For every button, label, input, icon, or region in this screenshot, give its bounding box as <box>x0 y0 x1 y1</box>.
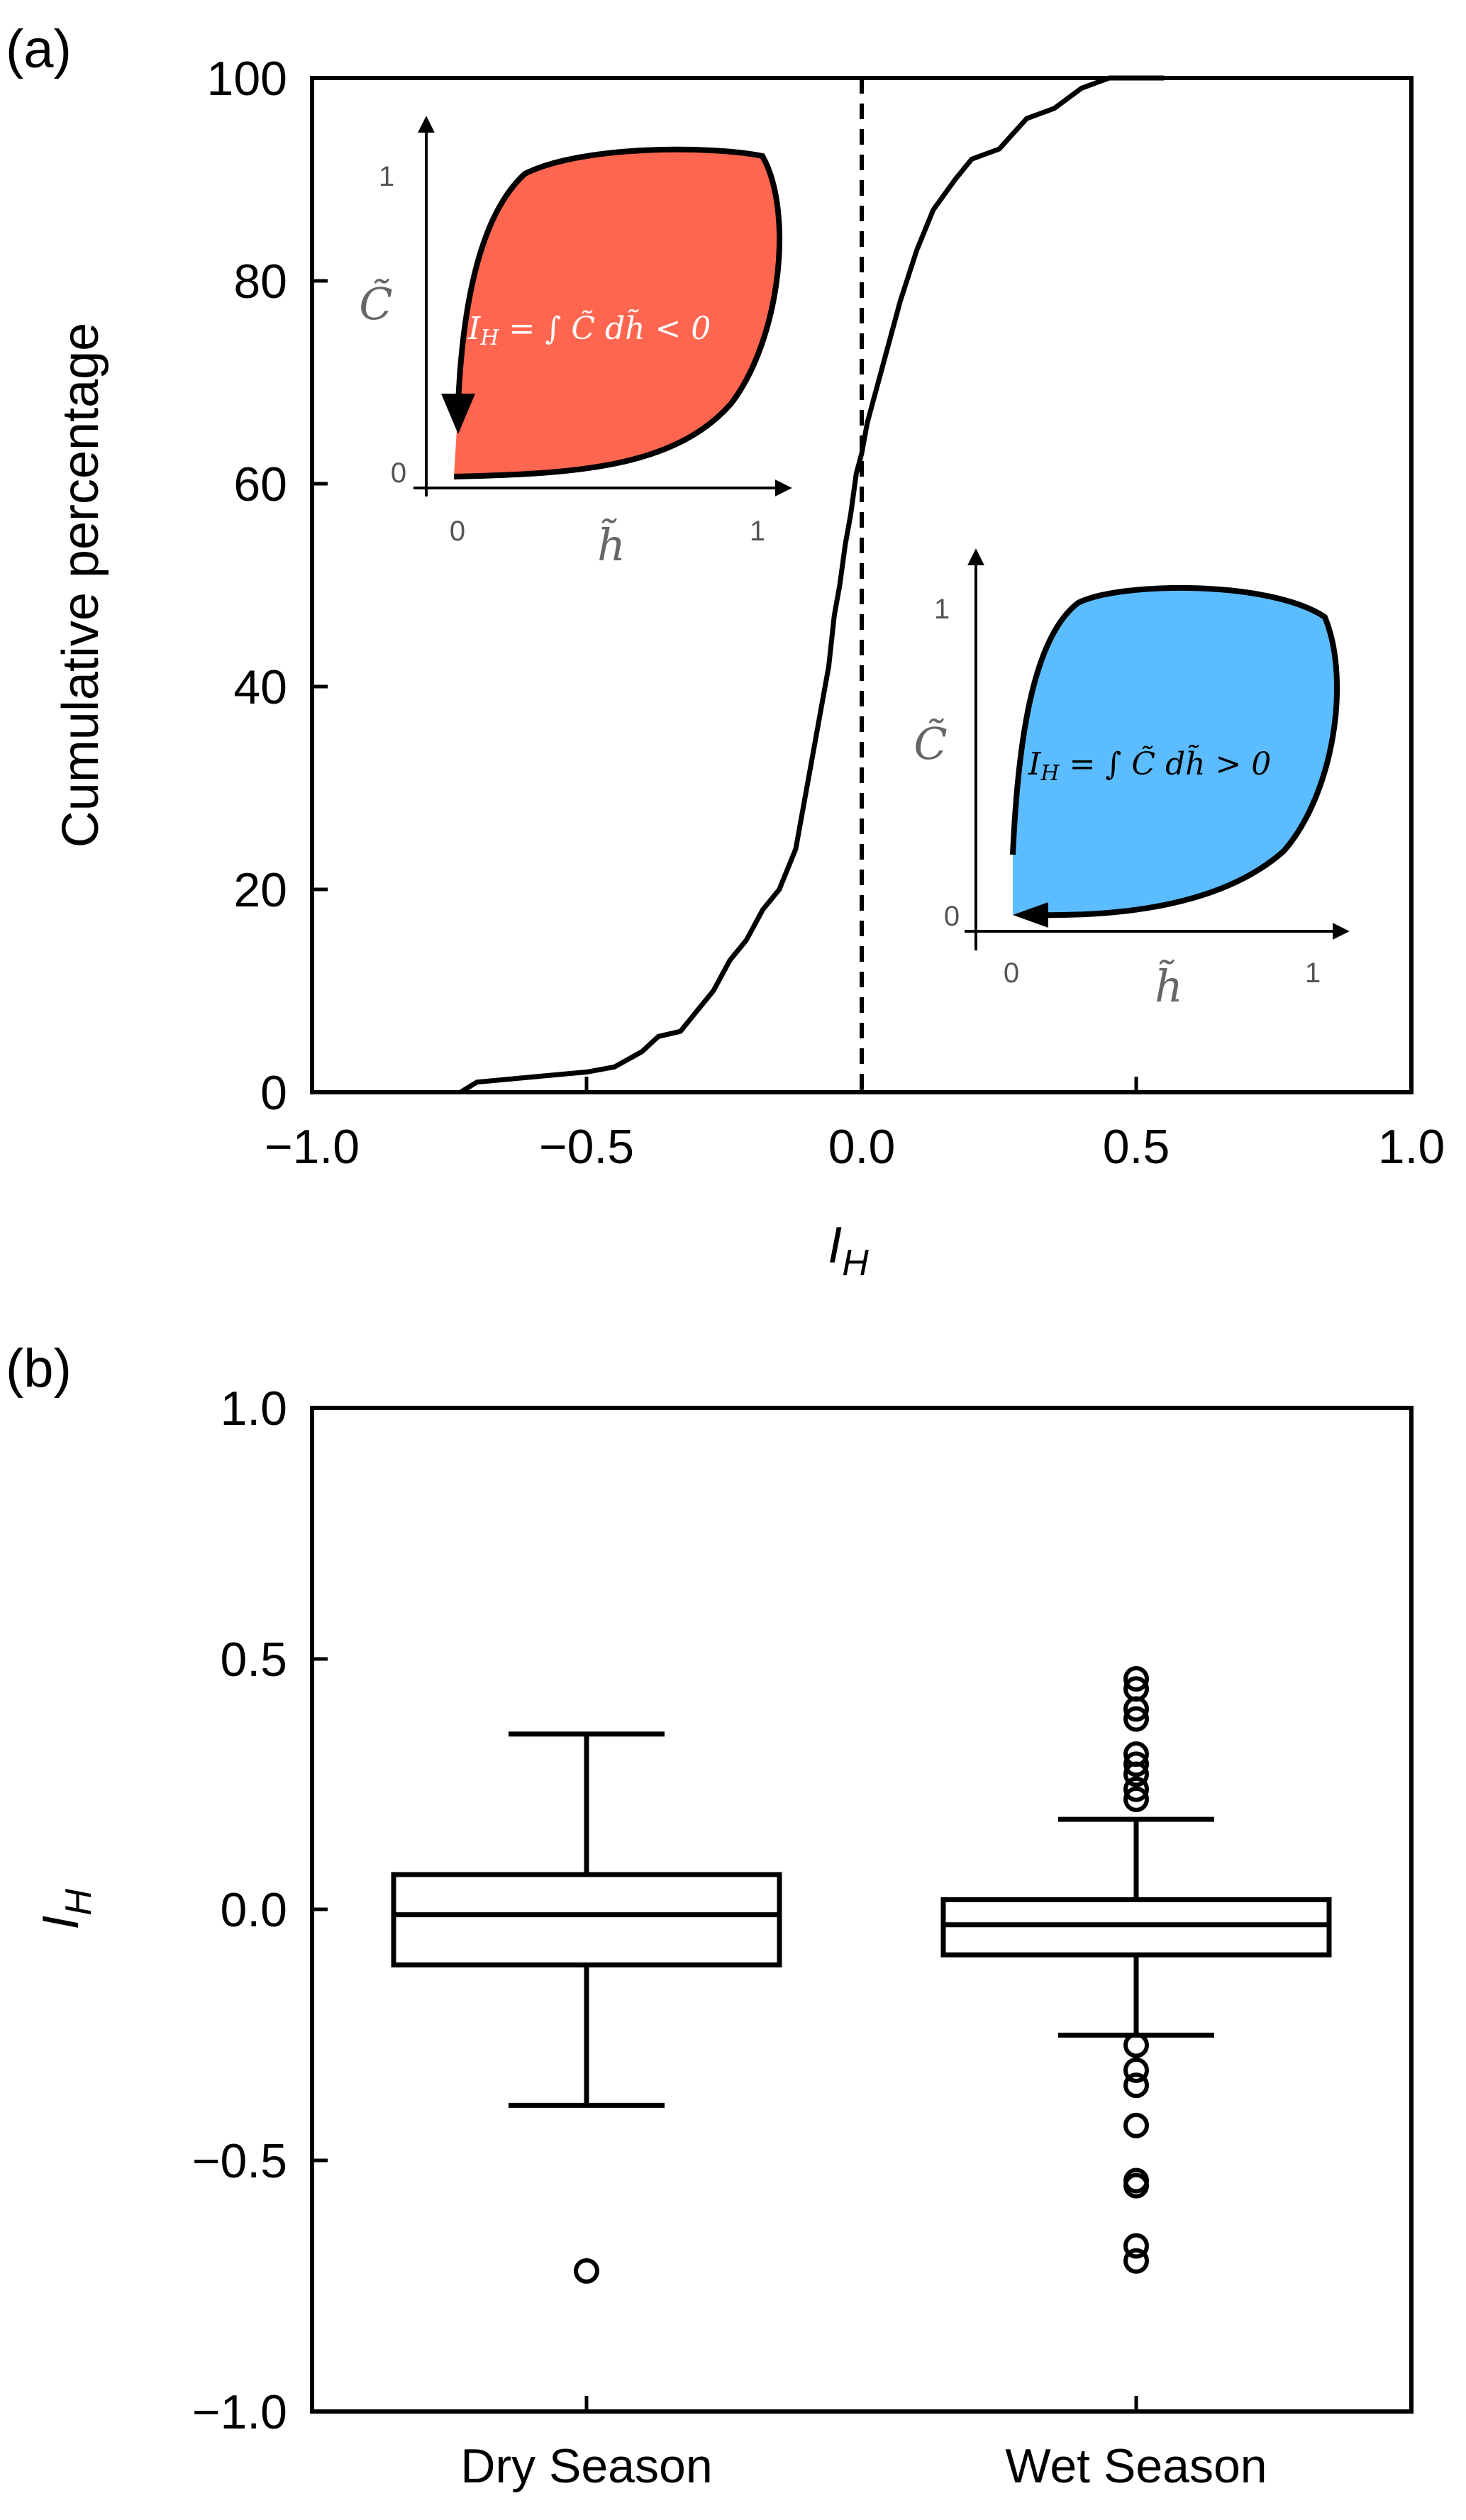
box-iqr <box>940 1897 1332 1958</box>
panel-a-x-axis-title: IH <box>828 1217 869 1284</box>
y-tick-label: 0 <box>260 1066 287 1120</box>
inset-neg-loop-outline <box>453 146 783 479</box>
inset-pos-hysteresis-loop <box>1013 587 1338 916</box>
outlier-point <box>1123 1666 1149 1692</box>
cdf-series-line <box>459 75 1165 1094</box>
inset-neg-y-tick: 1 <box>379 161 394 192</box>
inset-neg-direction-arrow <box>441 394 475 434</box>
x-tick-label: 0.0 <box>828 1120 896 1174</box>
outlier-point <box>1123 1776 1149 1802</box>
outlier-point <box>1123 2248 1149 2274</box>
inset-neg-x-tick: 0 <box>450 516 465 547</box>
x-tick-label-wet: Wet Season <box>1005 2439 1267 2493</box>
x-tick-label: 1.0 <box>1378 1120 1445 1174</box>
panel-b-y-axis: −1.0 −0.5 0.0 0.5 1.0 <box>192 1382 328 2439</box>
panel-a-frame <box>310 76 1414 1094</box>
outlier-point <box>1123 2172 1149 2199</box>
y-tick-label: 80 <box>233 255 287 309</box>
inset-pos-loop-outline <box>1010 584 1340 918</box>
inset-pos-y-tick: 1 <box>934 594 950 625</box>
x-tick-label: −0.5 <box>539 1120 634 1174</box>
panel-a-x-axis: −1.0 −0.5 0.0 0.5 1.0 <box>265 1077 1445 1174</box>
y-tick-label: 40 <box>233 660 287 714</box>
x-tick-label-dry: Dry Season <box>460 2439 712 2493</box>
y-tick-label: 20 <box>233 863 287 917</box>
y-tick-label: 1.0 <box>220 1382 287 1436</box>
outlier-point <box>1123 1696 1149 1722</box>
y-tick-label: −0.5 <box>192 2134 287 2188</box>
outlier-point <box>1123 2112 1149 2138</box>
inset-neg-y-tick: 0 <box>391 457 406 489</box>
panel-a-y-axis-title: Cumulative percentage <box>52 323 109 848</box>
y-tick-label: 0.5 <box>220 1633 287 1687</box>
panel-b-y-axis-title: IH <box>33 1889 99 1930</box>
outlier-point <box>1123 2057 1149 2083</box>
box-plot-marks <box>391 1666 1332 2284</box>
inset-neg-hysteresis-loop <box>454 149 780 477</box>
y-tick-label: 0.0 <box>220 1883 287 1937</box>
panel-a: (a) 0 20 40 60 80 100 −1.0 <box>6 19 1445 1284</box>
inset-negative: 1 0 0 1 C̃ h̃ IH = ∫ C̃ dh̃ < 0 <box>359 116 792 571</box>
inset-pos-x-label: h̃ <box>1155 960 1183 1012</box>
panel-a-label: (a) <box>6 19 72 79</box>
panel-b-label: (b) <box>6 1338 72 1399</box>
outlier-point <box>1123 1706 1149 1732</box>
outlier-point <box>1123 1761 1149 1787</box>
inset-neg-x-label: h̃ <box>597 518 626 571</box>
x-tick-label: −1.0 <box>265 1120 360 1174</box>
outlier-point <box>1123 1751 1149 1777</box>
y-tick-label: 100 <box>207 52 287 106</box>
inset-neg-x-tick: 1 <box>750 516 765 547</box>
x-tick-label: 0.5 <box>1103 1120 1170 1174</box>
inset-neg-y-label: C̃ <box>359 278 392 330</box>
inset-pos-direction-arrow <box>1013 902 1048 928</box>
inset-pos-y-label: C̃ <box>914 718 947 770</box>
panel-a-y-axis: 0 20 40 60 80 100 <box>207 52 328 1120</box>
panel-b: (b) −1.0 −0.5 0.0 0.5 1.0 Dry Season Wet… <box>6 1338 1414 2493</box>
y-tick-label: 60 <box>233 457 287 511</box>
inset-pos-y-tick: 0 <box>944 901 960 932</box>
y-tick-label: −1.0 <box>192 2385 287 2439</box>
outlier-point <box>1123 2072 1149 2099</box>
inset-positive: 1 0 0 1 C̃ h̃ IH = ∫ C̃ dh̃ > 0 <box>914 548 1350 1012</box>
outlier-point <box>1123 2233 1149 2259</box>
outlier-point <box>574 2258 599 2284</box>
inset-neg-formula: IH = ∫ C̃ dh̃ < 0 <box>467 308 711 350</box>
inset-pos-formula: IH = ∫ C̃ dh̃ > 0 <box>1028 743 1271 786</box>
outlier-point <box>1123 2032 1149 2058</box>
outlier-point <box>1123 1786 1149 1812</box>
inset-pos-x-tick: 1 <box>1305 958 1321 989</box>
inset-pos-x-tick: 0 <box>1004 958 1019 989</box>
box-iqr <box>391 1872 782 1967</box>
